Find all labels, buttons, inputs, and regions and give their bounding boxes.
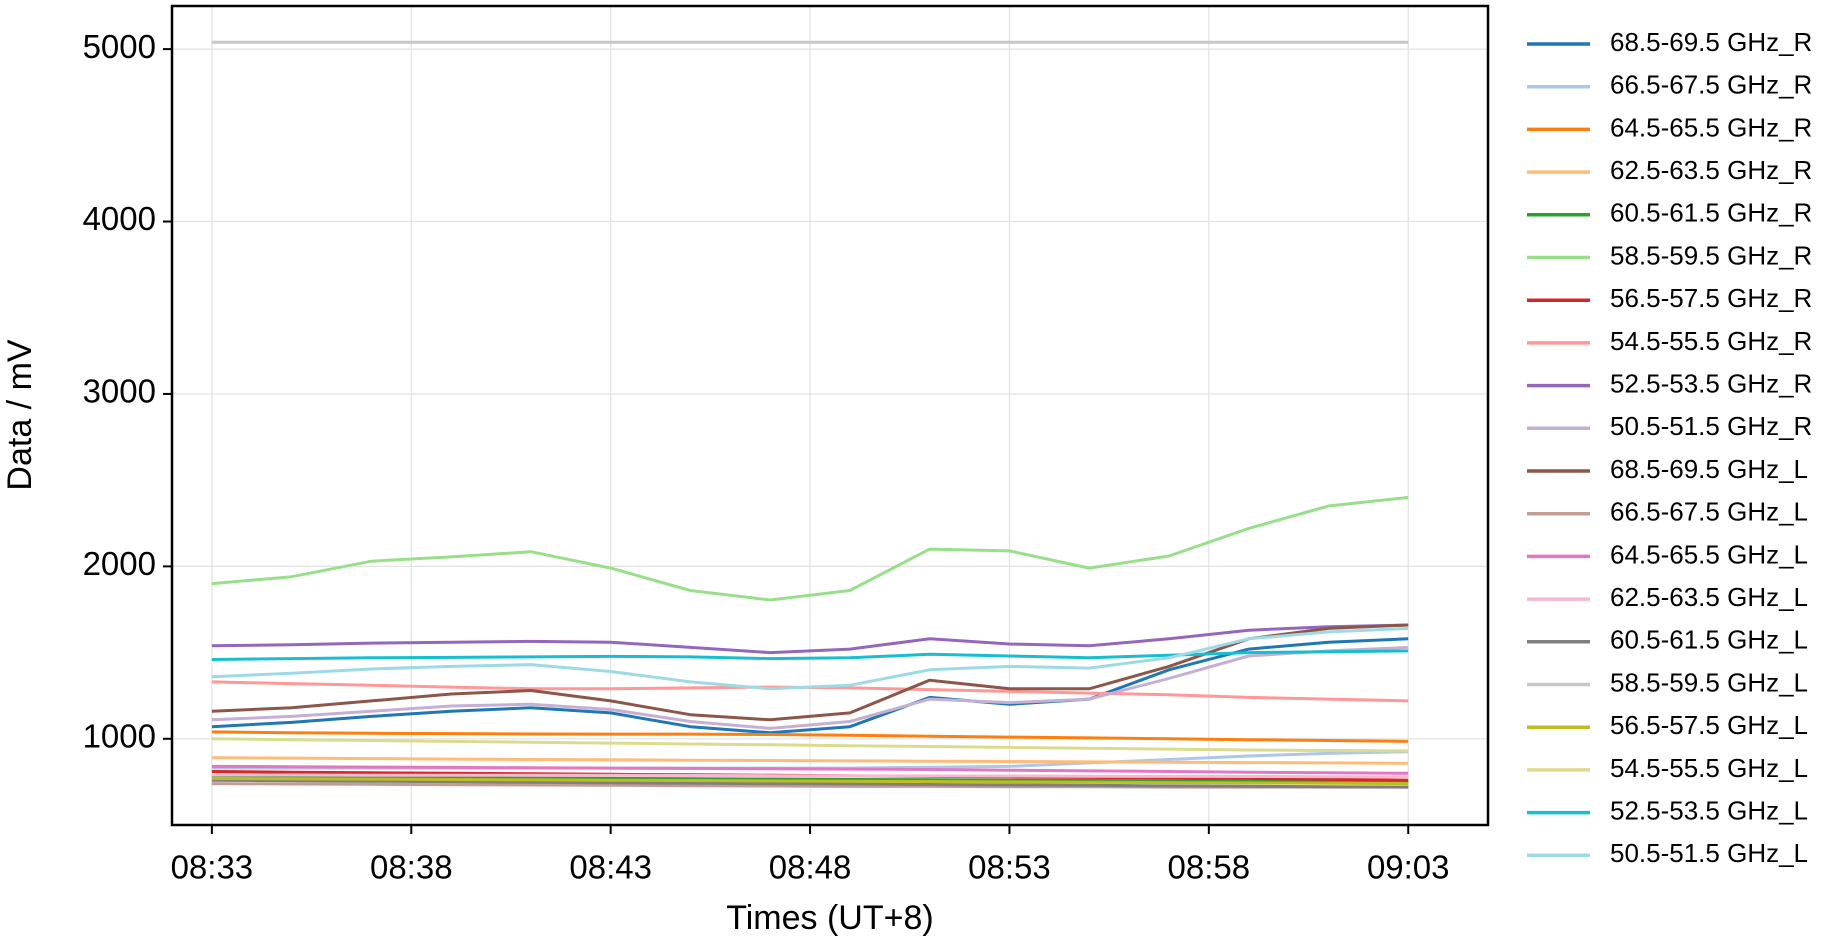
x-tick-label: 08:43 [569,849,652,886]
series-line [211,764,1409,775]
series-line [211,645,1409,730]
legend-label: 54.5-55.5 GHz_R [1610,326,1812,356]
legend-label: 64.5-65.5 GHz_L [1610,539,1808,569]
plot-lines [211,40,1409,789]
legend-label: 68.5-69.5 GHz_R [1610,27,1812,57]
x-tick-label: 08:48 [769,849,852,886]
series-line [211,737,1409,753]
x-tick-label: 08:53 [968,849,1051,886]
legend-label: 60.5-61.5 GHz_L [1610,625,1808,655]
series-line [211,778,1409,789]
series-line [211,773,1409,779]
series-line [211,495,1409,602]
series-line [211,637,1409,735]
legend-label: 50.5-51.5 GHz_R [1610,411,1812,441]
legend-label: 68.5-69.5 GHz_L [1610,454,1808,484]
y-tick-label: 2000 [83,545,156,582]
legend: 68.5-69.5 GHz_R 66.5-67.5 GHz_R 64.5-65.5 … [1527,27,1812,868]
y-tick-label: 4000 [83,200,156,237]
plot-frame [170,4,1490,827]
series-line [211,623,1409,655]
legend-label: 64.5-65.5 GHz_R [1610,112,1812,142]
legend-label: 56.5-57.5 GHz_R [1610,283,1812,313]
axes: 1000 2000 3000 4000 5000 08:33 08:38 08:43 08:48… [83,28,1450,886]
x-tick-label: 09:03 [1367,849,1450,886]
series-line [211,776,1409,786]
legend-label: 52.5-53.5 GHz_R [1610,368,1812,398]
x-tick-label: 08:33 [171,849,254,886]
legend-label: 58.5-59.5 GHz_R [1610,240,1812,270]
x-axis-label: Times (UT+8) [726,899,933,937]
series-line [211,775,1409,784]
legend-label: 66.5-67.5 GHz_L [1610,497,1808,527]
legend-label: 50.5-51.5 GHz_L [1610,838,1808,868]
series-line [211,626,1409,691]
legend-label: 62.5-63.5 GHz_L [1610,582,1808,612]
legend-label: 56.5-57.5 GHz_L [1610,710,1808,740]
x-tick-label: 08:38 [370,849,453,886]
y-axis-label: Data / mV [1,339,39,490]
y-tick-label: 3000 [83,373,156,410]
legend-label: 54.5-55.5 GHz_L [1610,753,1808,783]
series-line [211,649,1409,661]
legend-label: 62.5-63.5 GHz_R [1610,155,1812,185]
legend-label: 58.5-59.5 GHz_L [1610,667,1808,697]
x-tick-label: 08:58 [1168,849,1251,886]
legend-label: 66.5-67.5 GHz_R [1610,70,1812,100]
series-line [211,730,1409,743]
legend-label: 60.5-61.5 GHz_R [1610,198,1812,228]
y-tick-label: 1000 [83,718,156,755]
y-tick-label: 5000 [83,28,156,65]
series-line [211,756,1409,765]
legend-label: 52.5-53.5 GHz_L [1610,795,1808,825]
